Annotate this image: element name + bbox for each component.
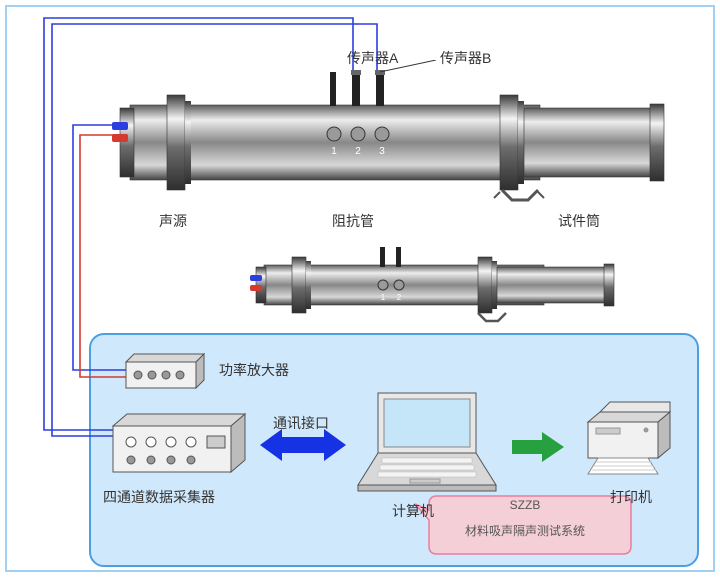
- label-impedance-tube: 阻抗管: [332, 211, 374, 231]
- label-power-amp: 功率放大器: [219, 360, 289, 380]
- impedance-tube-large: 1 2 3: [112, 70, 672, 205]
- power-amplifier: [120, 352, 210, 394]
- svg-text:2: 2: [355, 146, 361, 157]
- laptop: [350, 385, 500, 495]
- printer: [570, 398, 680, 488]
- print-arrow: [508, 430, 568, 464]
- micb-leader: [380, 60, 460, 80]
- label-sample-tube: 试件筒: [558, 211, 600, 231]
- svg-text:1: 1: [381, 293, 386, 302]
- label-daq: 四通道数据采集器: [103, 487, 215, 507]
- svg-text:2: 2: [397, 293, 402, 302]
- label-comm-interface: 通讯接口: [273, 413, 329, 433]
- svg-text:1: 1: [331, 146, 337, 157]
- daq-unit: [103, 410, 253, 480]
- impedance-tube-small: 1 2: [250, 245, 670, 325]
- callout-line1: SZZB: [420, 498, 630, 512]
- label-sound-source: 声源: [159, 211, 187, 231]
- callout-line2: 材料吸声隔声测试系统: [420, 522, 630, 539]
- svg-text:3: 3: [379, 146, 385, 157]
